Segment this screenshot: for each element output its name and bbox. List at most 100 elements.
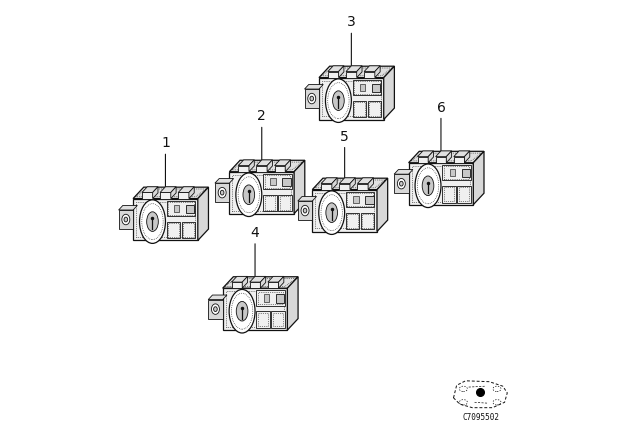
Polygon shape [356,66,362,78]
Polygon shape [142,193,153,198]
Ellipse shape [214,307,217,311]
Polygon shape [364,66,380,72]
Polygon shape [182,222,195,238]
Polygon shape [319,66,394,78]
Ellipse shape [301,205,309,216]
Polygon shape [346,72,356,78]
Ellipse shape [124,217,127,222]
Polygon shape [171,187,176,198]
Polygon shape [276,294,284,303]
Polygon shape [263,174,292,190]
Polygon shape [353,80,381,95]
Ellipse shape [319,191,344,234]
Polygon shape [305,85,323,89]
Polygon shape [271,178,276,185]
Polygon shape [264,294,269,302]
Polygon shape [312,178,388,190]
Polygon shape [367,101,381,117]
Polygon shape [198,187,209,241]
Text: 6: 6 [436,100,445,115]
Ellipse shape [211,304,220,314]
Polygon shape [118,206,138,210]
Polygon shape [243,276,248,288]
Polygon shape [268,276,284,282]
Polygon shape [287,277,298,330]
Ellipse shape [220,190,224,195]
Polygon shape [142,187,158,193]
Text: 2: 2 [257,109,266,124]
Polygon shape [368,178,373,190]
Ellipse shape [422,176,434,196]
Text: C7095502: C7095502 [463,413,500,422]
Polygon shape [442,186,456,202]
Polygon shape [250,282,260,288]
Ellipse shape [308,93,316,104]
Polygon shape [232,282,243,288]
Polygon shape [361,213,374,229]
Ellipse shape [303,208,307,213]
Polygon shape [223,277,298,288]
Polygon shape [305,89,319,108]
Polygon shape [298,197,317,201]
Polygon shape [417,151,433,157]
Polygon shape [208,295,227,300]
Polygon shape [346,213,360,229]
Polygon shape [208,300,223,319]
Polygon shape [268,282,278,288]
Polygon shape [178,193,189,198]
Ellipse shape [415,164,441,207]
Polygon shape [350,178,355,190]
Polygon shape [408,151,484,163]
Polygon shape [394,174,408,193]
Polygon shape [174,205,179,212]
Polygon shape [186,205,195,213]
Ellipse shape [140,200,165,243]
Ellipse shape [122,214,130,225]
Polygon shape [375,66,380,78]
Polygon shape [339,66,344,78]
Polygon shape [321,178,337,184]
Polygon shape [353,101,366,117]
Ellipse shape [326,79,351,122]
Polygon shape [223,288,287,330]
Polygon shape [278,276,284,288]
Polygon shape [461,169,470,177]
Polygon shape [249,160,254,172]
Polygon shape [257,160,273,166]
Polygon shape [428,151,433,163]
Polygon shape [215,183,229,202]
Polygon shape [153,187,158,198]
Polygon shape [257,290,285,306]
Polygon shape [294,160,305,214]
Polygon shape [282,178,291,186]
Ellipse shape [243,185,255,205]
Polygon shape [178,187,194,193]
Polygon shape [339,184,350,190]
Polygon shape [312,190,377,232]
Polygon shape [133,198,198,241]
Ellipse shape [236,173,262,216]
Polygon shape [229,160,305,172]
Polygon shape [442,165,471,181]
Polygon shape [232,276,248,282]
Polygon shape [160,193,171,198]
Polygon shape [118,210,133,229]
Polygon shape [436,157,446,163]
Ellipse shape [326,203,337,223]
Text: 5: 5 [340,129,349,144]
Ellipse shape [310,96,314,101]
Polygon shape [167,222,180,238]
Polygon shape [377,178,388,232]
Polygon shape [133,187,209,198]
Polygon shape [346,192,374,207]
Polygon shape [394,170,413,174]
Polygon shape [365,196,374,204]
Polygon shape [160,187,176,193]
Polygon shape [215,179,234,183]
Ellipse shape [397,178,405,189]
Polygon shape [285,160,291,172]
Ellipse shape [218,187,226,198]
Polygon shape [271,311,285,328]
Polygon shape [167,201,195,216]
Ellipse shape [333,91,344,111]
